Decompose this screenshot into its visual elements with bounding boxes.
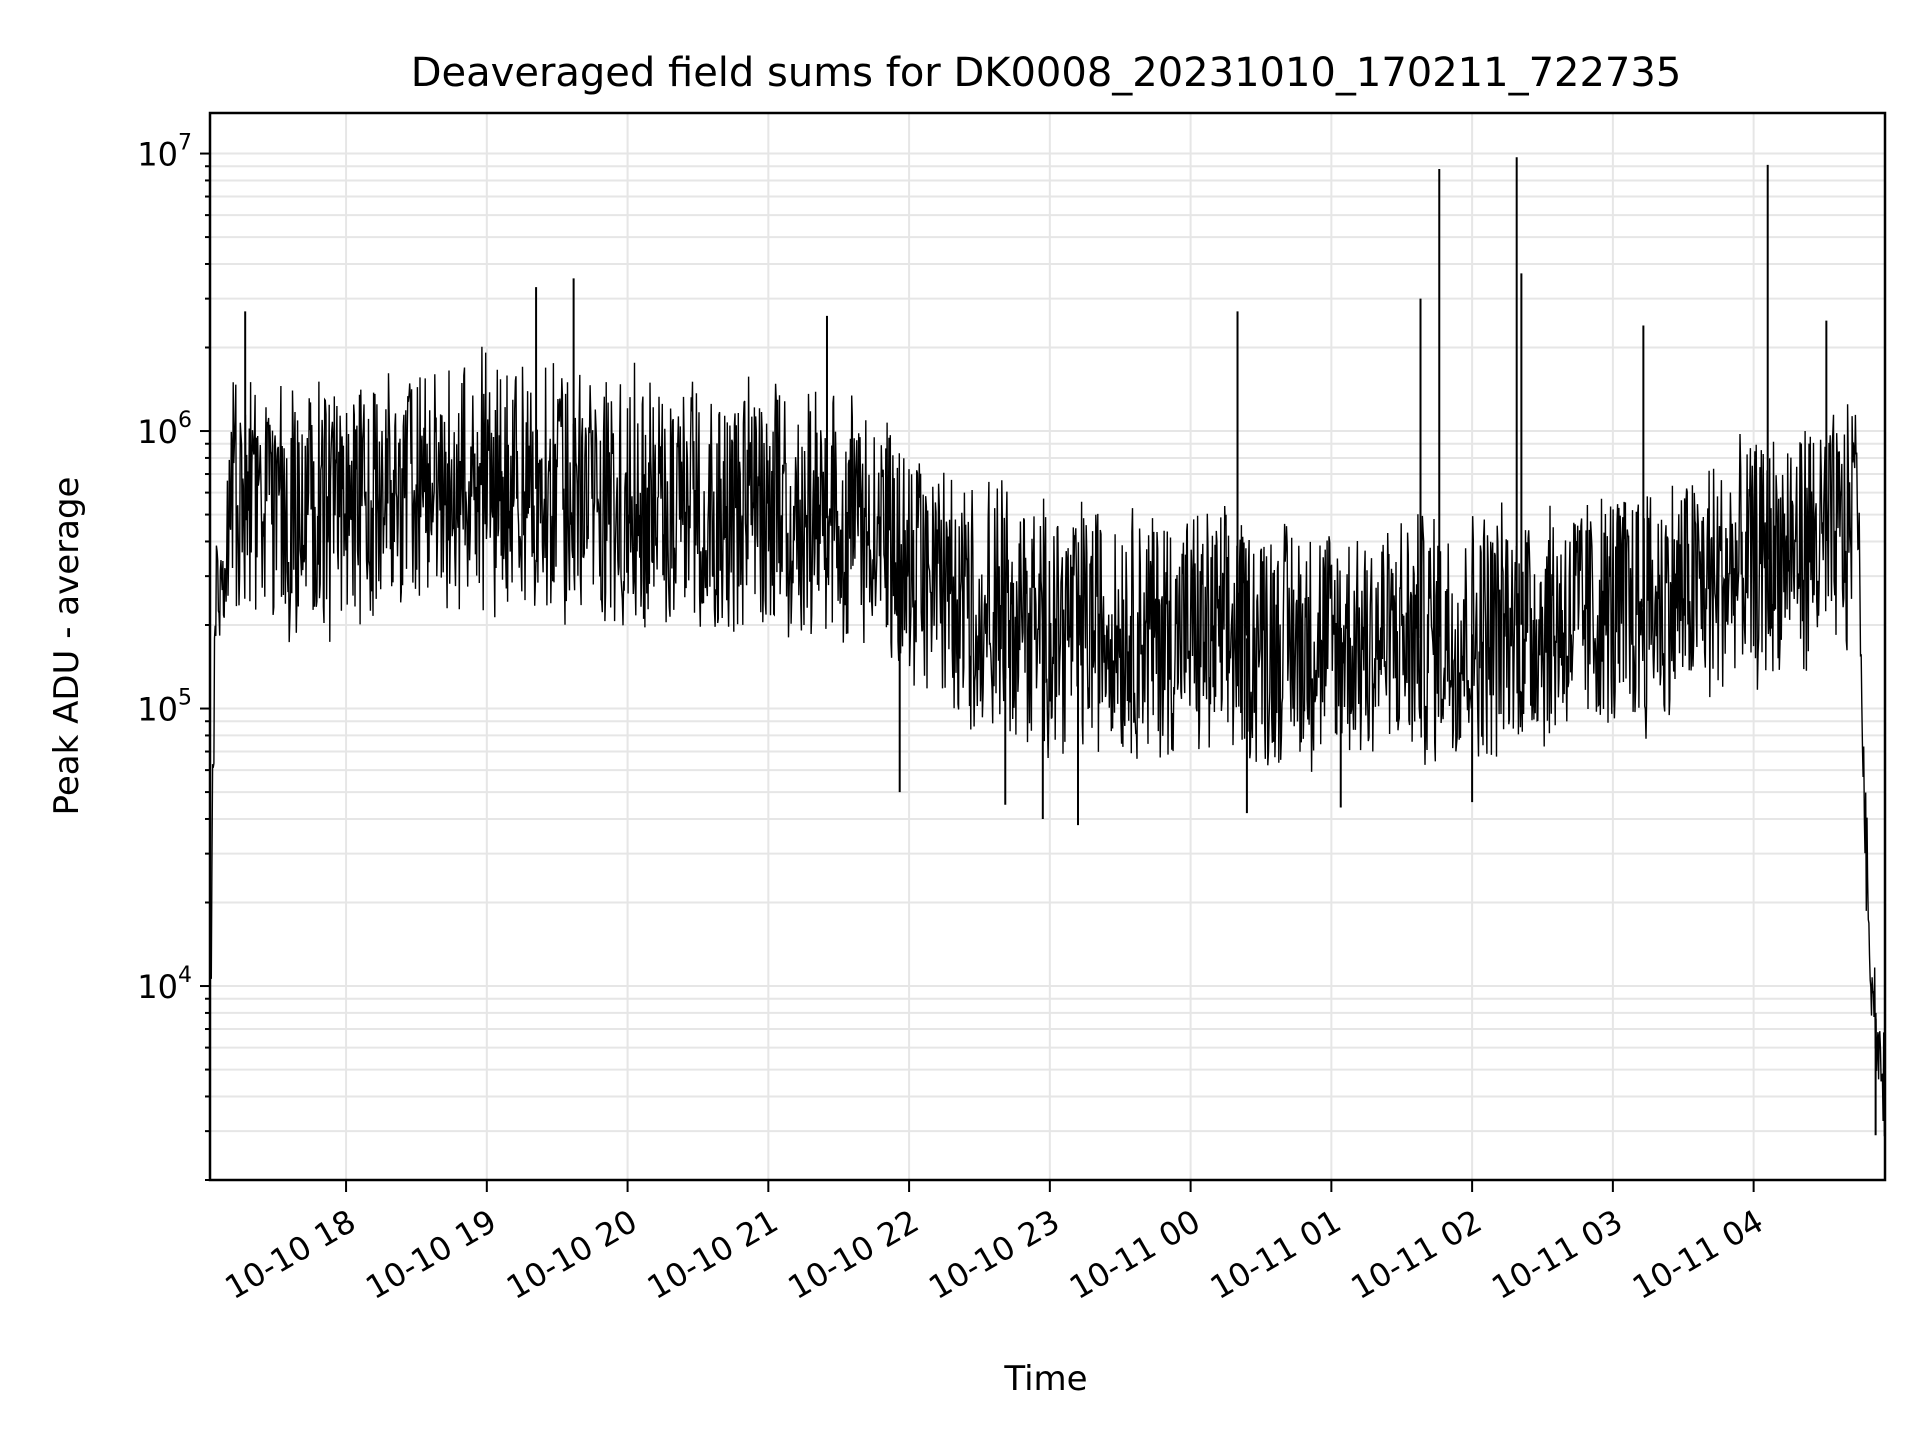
- y-tick-base: 10: [137, 968, 178, 1006]
- y-tick-exponent: 4: [178, 963, 192, 988]
- y-tick-exponent: 6: [178, 408, 192, 433]
- chart-title: Deaveraged field sums for DK0008_2023101…: [411, 50, 1682, 96]
- x-axis-label: Time: [1003, 1359, 1087, 1399]
- y-tick-label: 106: [137, 408, 192, 451]
- y-tick-label: 107: [137, 131, 192, 174]
- y-tick-base: 10: [137, 413, 178, 451]
- y-tick-label: 104: [137, 963, 192, 1006]
- y-axis-label: Peak ADU - average: [47, 477, 87, 816]
- y-tick-exponent: 5: [178, 686, 192, 711]
- y-tick-label: 105: [137, 686, 192, 729]
- series-line: [209, 346, 1886, 1137]
- plot-frame: [208, 111, 1887, 1182]
- data-layer: [209, 157, 1886, 1137]
- y-tick-base: 10: [137, 136, 178, 174]
- y-tick-exponent: 7: [178, 131, 192, 156]
- y-tick-base: 10: [137, 691, 178, 729]
